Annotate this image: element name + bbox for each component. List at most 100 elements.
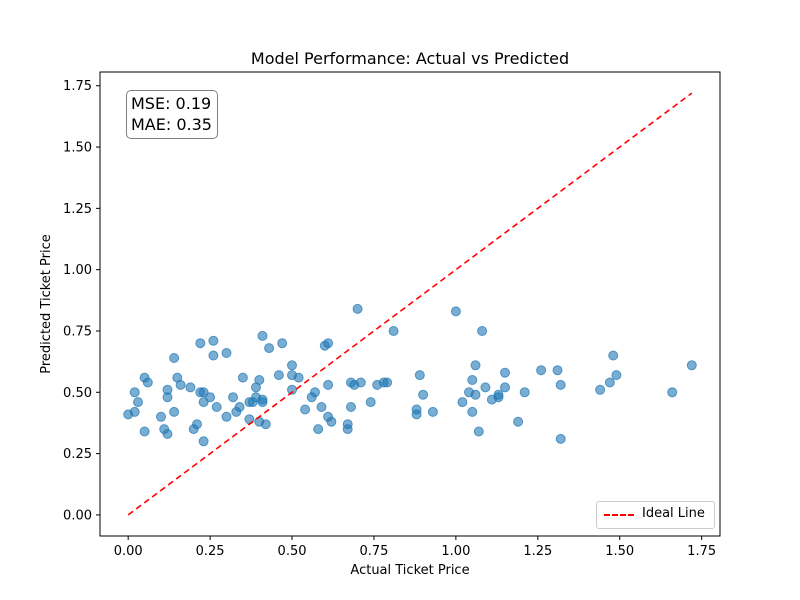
data-point-105 <box>686 360 697 371</box>
y-tick-label-5: 1.25 <box>63 202 92 217</box>
legend: Ideal Line <box>596 501 715 529</box>
data-point-3 <box>129 406 140 417</box>
data-point-98 <box>555 379 566 390</box>
data-point-68 <box>355 377 366 388</box>
x-tick-label-0: 0.00 <box>114 544 143 559</box>
data-point-22 <box>198 397 209 408</box>
data-point-10 <box>162 392 173 403</box>
data-point-100 <box>595 384 606 395</box>
y-tick-label-3: 0.75 <box>63 324 92 339</box>
mse-text: MSE: 0.19 <box>131 94 212 113</box>
mae-text: MAE: 0.35 <box>131 115 212 134</box>
plot-frame <box>99 71 721 537</box>
data-point-91 <box>493 389 504 400</box>
x-tick-label-7: 1.75 <box>687 544 716 559</box>
data-point-56 <box>316 402 327 412</box>
metrics-annotation: MSE: 0.19 MAE: 0.35 <box>126 90 218 139</box>
y-tick-label-1: 0.25 <box>63 447 92 462</box>
data-point-61 <box>326 416 337 427</box>
data-point-52 <box>300 404 311 415</box>
data-point-104 <box>667 387 678 398</box>
y-tick-label-6: 1.50 <box>63 141 92 156</box>
y-tick-label-0: 0.00 <box>63 508 92 523</box>
data-point-67 <box>352 303 363 314</box>
data-point-27 <box>211 402 222 412</box>
data-point-103 <box>611 370 622 381</box>
ideal-line-legend-swatch <box>604 514 634 516</box>
data-point-75 <box>411 409 422 420</box>
data-point-86 <box>473 426 484 437</box>
data-point-47 <box>277 338 288 349</box>
data-point-85 <box>470 360 481 371</box>
data-point-96 <box>536 365 547 376</box>
data-point-44 <box>260 419 271 430</box>
x-tick-label-3: 0.75 <box>359 544 388 559</box>
data-point-101 <box>604 377 615 388</box>
data-point-92 <box>500 382 510 393</box>
chart-title: Model Performance: Actual vs Predicted <box>251 49 569 68</box>
x-tick-label-2: 0.50 <box>278 544 307 559</box>
data-point-69 <box>365 397 376 408</box>
data-point-26 <box>208 335 219 346</box>
data-point-30 <box>228 392 238 403</box>
data-point-84 <box>470 389 481 400</box>
data-point-72 <box>382 377 393 388</box>
y-axis-ticks: 0.00 0.25 0.50 0.75 1.00 1.25 1.50 1.75 <box>63 79 100 523</box>
data-point-11 <box>162 429 173 439</box>
data-point-55 <box>313 424 324 435</box>
data-point-40 <box>254 375 265 385</box>
data-point-45 <box>264 343 275 354</box>
data-point-43 <box>257 330 268 341</box>
data-point-18 <box>192 419 202 430</box>
data-point-76 <box>414 370 425 381</box>
data-point-66 <box>346 402 356 412</box>
ideal-line-legend-label: Ideal Line <box>642 506 705 521</box>
y-tick-label-7: 1.75 <box>63 79 92 94</box>
data-point-82 <box>467 375 478 385</box>
data-point-42 <box>257 394 268 405</box>
data-point-19 <box>195 338 206 349</box>
y-tick-label-4: 1.00 <box>63 263 92 278</box>
data-point-25 <box>208 350 219 361</box>
data-point-1 <box>129 387 140 398</box>
data-point-29 <box>221 411 232 422</box>
data-point-49 <box>287 360 297 371</box>
data-point-95 <box>519 387 530 398</box>
ideal-line <box>127 92 693 516</box>
data-point-63 <box>342 419 353 430</box>
data-point-23 <box>198 436 209 447</box>
data-point-12 <box>169 353 180 363</box>
data-point-73 <box>388 326 399 336</box>
x-tick-label-1: 0.25 <box>196 544 225 559</box>
data-point-77 <box>418 389 429 400</box>
data-point-6 <box>139 426 150 437</box>
data-point-58 <box>323 338 334 349</box>
data-point-97 <box>552 365 563 376</box>
data-point-7 <box>156 411 166 422</box>
data-point-79 <box>450 306 461 317</box>
x-axis-label: Actual Ticket Price <box>350 563 469 578</box>
data-point-15 <box>169 406 180 417</box>
data-point-87 <box>477 326 488 336</box>
x-tick-label-4: 1.00 <box>441 544 470 559</box>
data-point-88 <box>480 382 491 393</box>
data-point-14 <box>175 379 186 390</box>
data-point-32 <box>234 402 245 412</box>
y-axis-label: Predicted Ticket Price <box>39 234 54 373</box>
data-point-2 <box>133 397 143 408</box>
x-tick-label-6: 1.50 <box>605 544 634 559</box>
data-point-51 <box>293 372 304 383</box>
data-point-60 <box>323 379 334 390</box>
data-point-24 <box>205 392 216 403</box>
data-point-50 <box>287 384 297 395</box>
data-point-33 <box>237 372 248 383</box>
data-point-83 <box>467 406 478 417</box>
data-point-54 <box>310 387 320 398</box>
data-point-46 <box>273 370 284 381</box>
data-point-28 <box>221 348 232 358</box>
data-point-93 <box>500 367 510 378</box>
data-point-80 <box>457 397 468 408</box>
data-point-78 <box>427 406 438 417</box>
